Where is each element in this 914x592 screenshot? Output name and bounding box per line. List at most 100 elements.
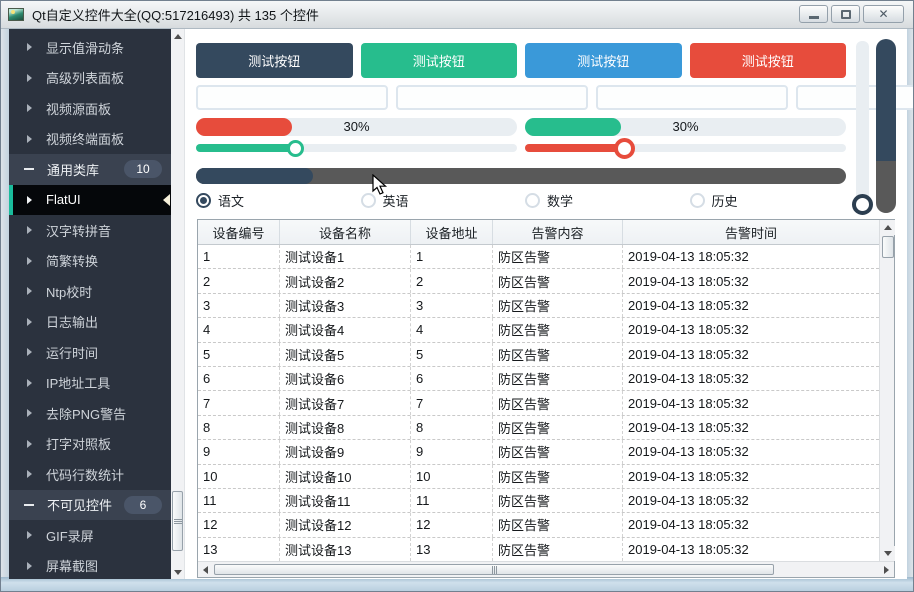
scroll-left-button[interactable]	[198, 563, 213, 577]
slider-green[interactable]	[196, 138, 517, 158]
scrollbar-thumb[interactable]	[882, 236, 894, 258]
scroll-up-button[interactable]	[171, 29, 184, 43]
slider-red[interactable]	[525, 137, 846, 159]
sidebar-item-IP地址工具[interactable]: IP地址工具	[9, 368, 171, 399]
column-header-告警内容[interactable]: 告警内容	[493, 220, 623, 244]
alarm-table: 设备编号 设备名称 设备地址 告警内容 告警时间 1 测试设备1 1 防区告警 2019-04-…	[197, 219, 895, 578]
close-button[interactable]: ✕	[863, 5, 904, 23]
sidebar-item-label: 高级列表面板	[46, 71, 125, 87]
window-frame-right	[905, 29, 913, 591]
window-frame-left	[1, 29, 9, 591]
arrow-up-icon	[884, 225, 892, 230]
table-vscrollbar[interactable]	[879, 220, 895, 561]
sidebar-item-不可见控件[interactable]: 不可见控件 6	[9, 489, 171, 520]
table-row[interactable]: 11 测试设备11 11 防区告警 2019-04-13 18:05:32	[198, 488, 879, 514]
radio-button-icon[interactable]	[196, 193, 211, 208]
table-row[interactable]: 1 测试设备1 1 防区告警 2019-04-13 18:05:32	[198, 245, 879, 270]
column-header-设备地址[interactable]: 设备地址	[411, 220, 493, 244]
radio-button-icon[interactable]	[689, 193, 705, 208]
sidebar-item-视频源面板[interactable]: 视频源面板	[9, 93, 171, 124]
table-cell: 4	[198, 318, 280, 342]
sidebar-item-Ntp校时[interactable]: Ntp校时	[9, 276, 171, 307]
table-cell: 防区告警	[493, 537, 623, 562]
vertical-slider[interactable]	[856, 41, 869, 213]
sidebar-item-日志输出[interactable]: 日志输出	[9, 307, 171, 338]
table-row[interactable]: 2 测试设备2 2 防区告警 2019-04-13 18:05:32	[198, 269, 879, 294]
title-bar: Qt自定义控件大全(QQ:517216493) 共 135 个控件 ✕	[1, 1, 913, 29]
table-cell: 6	[198, 366, 280, 391]
radio-数学[interactable]: 数学	[525, 191, 682, 210]
radio-历史[interactable]: 历史	[689, 191, 847, 210]
column-header-告警时间[interactable]: 告警时间	[724, 225, 777, 241]
sidebar-item-视频终端面板[interactable]: 视频终端面板	[9, 124, 171, 155]
close-icon: ✕	[878, 7, 889, 21]
table-row[interactable]: 12 测试设备12 12 防区告警 2019-04-13 18:05:32	[198, 513, 879, 538]
sidebar-item-汉字转拼音[interactable]: 汉字转拼音	[9, 215, 171, 246]
minimize-button[interactable]	[799, 5, 828, 23]
scroll-up-button[interactable]	[881, 220, 895, 235]
arrow-right-icon	[27, 409, 32, 418]
radio-button-icon[interactable]	[360, 193, 376, 208]
table-hscrollbar[interactable]	[198, 561, 894, 577]
maximize-button[interactable]	[831, 5, 860, 23]
table-row[interactable]: 13 测试设备13 13 防区告警 2019-04-13 18:05:32	[198, 537, 879, 562]
scroll-down-button[interactable]	[881, 546, 895, 561]
text-input-4[interactable]	[796, 85, 913, 110]
table-row[interactable]: 8 测试设备8 8 防区告警 2019-04-13 18:05:32	[198, 415, 879, 441]
column-header-设备名称[interactable]: 设备名称	[280, 220, 411, 244]
sidebar-item-简繁转换[interactable]: 简繁转换	[9, 246, 171, 277]
scroll-right-button[interactable]	[879, 563, 894, 577]
text-input-2[interactable]	[396, 85, 588, 110]
progress-label: 30%	[343, 119, 370, 134]
table-cell: 测试设备11	[280, 488, 411, 513]
button-row: 测试按钮 测试按钮 测试按钮 测试按钮	[196, 43, 846, 78]
table-row[interactable]: 9 测试设备9 9 防区告警 2019-04-13 18:05:32	[198, 440, 879, 465]
progress-bar-red: 30%	[196, 118, 517, 136]
slider-fill	[525, 144, 625, 152]
table-cell: 测试设备5	[280, 342, 411, 366]
table-cell: 测试设备8	[280, 415, 411, 440]
test-button-dark[interactable]: 测试按钮	[196, 43, 353, 78]
sidebar-item-屏幕截图[interactable]: 屏幕截图	[9, 551, 171, 580]
slider-handle[interactable]	[287, 139, 304, 157]
radio-语文[interactable]: 语文	[196, 191, 353, 210]
sidebar-item-显示值滑动条[interactable]: 显示值滑动条	[9, 32, 171, 63]
table-row[interactable]: 3 测试设备3 3 防区告警 2019-04-13 18:05:32	[198, 293, 879, 319]
radio-button-icon[interactable]	[525, 193, 540, 208]
table-row[interactable]: 6 测试设备6 6 防区告警 2019-04-13 18:05:32	[198, 366, 879, 392]
table-cell: 11	[198, 488, 280, 513]
table-row[interactable]: 7 测试设备7 7 防区告警 2019-04-13 18:05:32	[198, 391, 879, 416]
table-cell: 防区告警	[493, 366, 623, 391]
sidebar-item-GIF录屏[interactable]: GIF录屏	[9, 520, 171, 551]
column-header-设备编号[interactable]: 设备编号	[198, 220, 280, 244]
test-button-red[interactable]: 测试按钮	[689, 43, 846, 78]
sidebar-item-代码行数统计[interactable]: 代码行数统计	[9, 459, 171, 490]
app-icon	[8, 8, 24, 21]
table-cell: 7	[411, 391, 493, 415]
sidebar-item-高级列表面板[interactable]: 高级列表面板	[9, 63, 171, 94]
sidebar-item-FlatUI[interactable]: FlatUI	[9, 184, 171, 215]
sidebar-item-运行时间[interactable]: 运行时间	[9, 337, 171, 368]
sidebar-scrollbar[interactable]	[171, 29, 185, 579]
vertical-slider-handle[interactable]	[852, 194, 873, 215]
sidebar-item-通用类库[interactable]: 通用类库 10	[9, 154, 171, 185]
sidebar-item-去除PNG警告[interactable]: 去除PNG警告	[9, 398, 171, 429]
table-cell: 1	[198, 245, 280, 269]
slider-track[interactable]	[525, 144, 846, 152]
table-row[interactable]: 5 测试设备5 5 防区告警 2019-04-13 18:05:32	[198, 342, 879, 367]
scrollbar-thumb[interactable]	[214, 564, 774, 575]
text-input-1[interactable]	[196, 85, 388, 110]
scroll-down-button[interactable]	[171, 565, 184, 579]
test-button-green[interactable]: 测试按钮	[360, 43, 517, 78]
scrollbar-thumb[interactable]	[172, 491, 183, 551]
slider-handle[interactable]	[614, 137, 635, 159]
radio-英语[interactable]: 英语	[360, 191, 518, 210]
table-row[interactable]: 4 测试设备4 4 防区告警 2019-04-13 18:05:32	[198, 318, 879, 343]
sidebar-item-打字对照板[interactable]: 打字对照板	[9, 429, 171, 460]
sidebar-item-label: 通用类库	[47, 162, 100, 178]
table-cell: 防区告警	[493, 415, 623, 440]
table-row[interactable]: 10 测试设备10 10 防区告警 2019-04-13 18:05:32	[198, 464, 879, 489]
test-button-blue[interactable]: 测试按钮	[525, 43, 682, 78]
text-input-3[interactable]	[596, 85, 788, 110]
slider-track[interactable]	[196, 144, 517, 152]
